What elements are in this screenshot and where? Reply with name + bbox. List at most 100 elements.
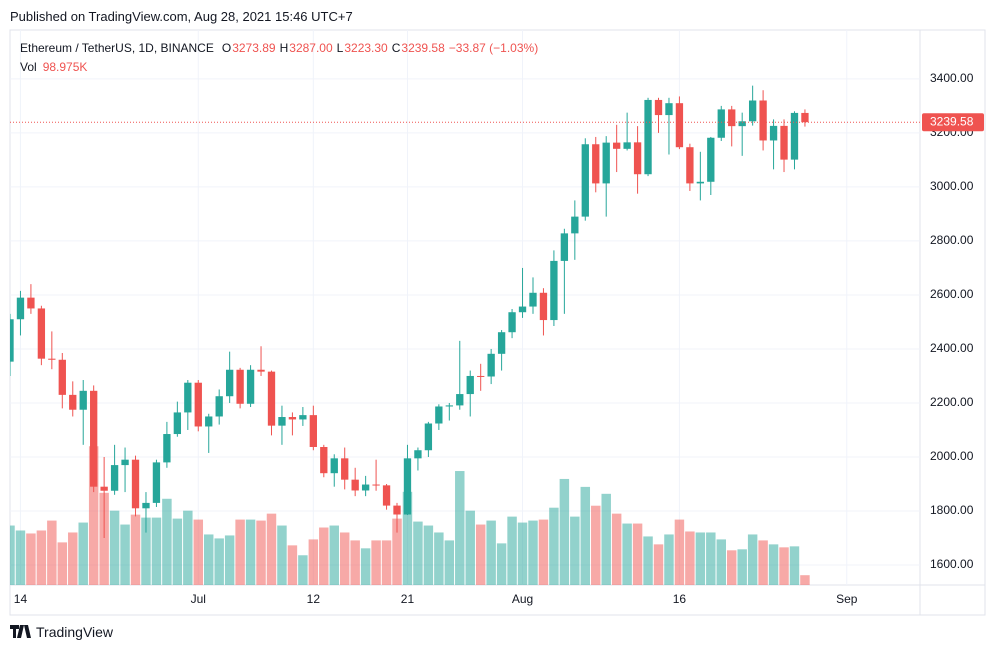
published-note: Published on TradingView.com, Aug 28, 20… — [10, 9, 353, 24]
candle-body — [27, 297, 35, 309]
candle-body — [550, 260, 558, 321]
volume-bar — [559, 478, 570, 585]
volume-bar — [204, 534, 214, 585]
volume-bar — [768, 544, 779, 585]
candle-body — [184, 382, 192, 413]
volume-bar — [611, 513, 622, 585]
candle-body — [309, 415, 317, 447]
candle-body — [487, 353, 495, 377]
volume-bar — [287, 545, 298, 585]
volume-bar — [235, 519, 245, 585]
volume-bar — [800, 575, 810, 585]
candle-body — [518, 306, 527, 313]
candle-body — [16, 297, 25, 320]
volume-bar — [26, 533, 36, 585]
volume-bar — [15, 530, 26, 585]
y-tick-label: 2600.00 — [930, 287, 974, 301]
candle-body — [738, 121, 746, 127]
candle-body — [173, 412, 182, 435]
volume-bar — [517, 522, 528, 585]
volume-bar — [141, 517, 151, 585]
volume-bar — [266, 513, 277, 585]
candle-body — [759, 100, 767, 141]
volume-bar — [779, 547, 789, 585]
legend: Ethereum / TetherUS, 1D, BINANCE O3273.89… — [20, 39, 542, 77]
brand: TradingView — [36, 624, 114, 640]
volume-bar — [716, 539, 726, 585]
candle-body — [696, 181, 705, 184]
ohlc-label: L — [336, 41, 344, 55]
candle-body — [351, 479, 359, 491]
y-tick-label: 2800.00 — [930, 233, 974, 247]
candle-body — [456, 394, 464, 406]
volume-bar — [245, 519, 256, 585]
candle-body — [654, 99, 663, 116]
ohlc-value: 3287.00 — [289, 41, 333, 55]
logo — [10, 625, 31, 638]
volume-bar — [162, 498, 172, 585]
y-tick-label: 1600.00 — [930, 557, 974, 571]
x-tick-label: Sep — [836, 592, 858, 606]
y-tick-label: 2400.00 — [930, 341, 974, 355]
candle-body — [644, 99, 652, 175]
volume-bar — [444, 540, 455, 585]
candle-body — [110, 465, 119, 491]
volume-bar — [486, 520, 496, 585]
change: −33.87 (−1.03%) — [448, 41, 539, 55]
volume-bar — [224, 535, 235, 585]
volume-bar — [256, 520, 266, 585]
volume-bar — [465, 510, 475, 585]
candle-body — [257, 369, 265, 372]
candle-body — [299, 415, 307, 420]
candle-body — [675, 103, 684, 148]
candle-body — [372, 484, 380, 486]
candle-body — [58, 359, 66, 395]
candle-body — [717, 109, 725, 138]
volume-bar — [57, 542, 68, 585]
candle-body — [790, 112, 799, 160]
candle-body — [246, 369, 255, 404]
volume-bar — [193, 519, 204, 585]
candle-body — [686, 147, 694, 184]
volume-bar — [120, 524, 130, 585]
candle-body — [225, 369, 234, 397]
candle-body — [341, 458, 349, 480]
candle-body — [477, 375, 485, 377]
volume-bar — [423, 525, 434, 585]
volume-bar — [78, 522, 88, 585]
volume-bar — [643, 536, 653, 585]
candle-body — [320, 446, 328, 474]
candle-body — [100, 486, 108, 491]
ohlc-value: 3239.58 — [401, 41, 445, 55]
candle-body — [497, 332, 506, 354]
volume-bar — [298, 555, 308, 585]
volume-bar — [10, 525, 15, 585]
x-tick-label: Jul — [191, 592, 206, 606]
volume-bar — [726, 550, 737, 585]
candle-body — [633, 142, 642, 175]
volume-bar — [695, 532, 706, 585]
candle-body — [435, 406, 443, 424]
candle-body — [48, 358, 56, 360]
candle-body — [361, 484, 370, 491]
candle-body — [278, 417, 286, 426]
ohlc-value: 3273.89 — [232, 41, 276, 55]
candle-body — [215, 396, 223, 417]
volume-bar — [528, 520, 538, 585]
volume-label: Vol — [20, 60, 37, 74]
candle-body — [707, 137, 715, 182]
x-tick-label: Aug — [512, 592, 533, 606]
volume-bar — [339, 532, 350, 585]
candle-body — [79, 390, 87, 410]
candle-body — [728, 109, 736, 127]
ohlc-label: H — [279, 41, 289, 55]
candle-body — [131, 459, 140, 509]
ohlc-value: 3223.30 — [344, 41, 388, 55]
volume-bar — [496, 543, 507, 585]
volume-bar — [758, 540, 768, 585]
candle-body — [267, 371, 276, 426]
volume-bar — [747, 534, 758, 585]
volume-bar — [88, 446, 99, 585]
candle-body — [748, 100, 757, 122]
